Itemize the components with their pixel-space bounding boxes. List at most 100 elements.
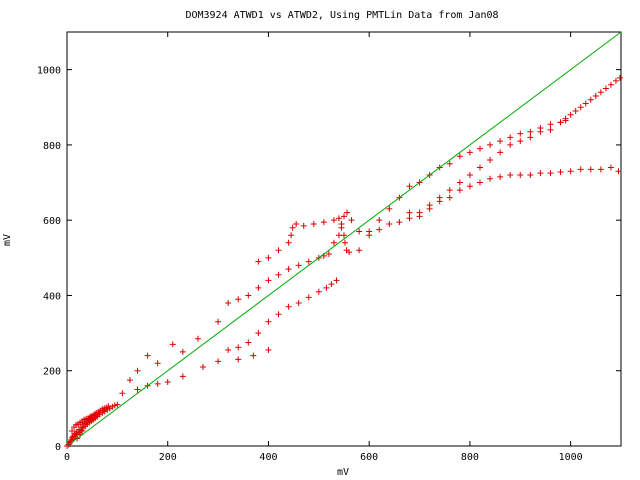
data-point	[497, 138, 504, 145]
data-point	[487, 175, 494, 182]
data-point	[597, 166, 604, 173]
data-point	[344, 209, 351, 216]
data-point	[406, 183, 413, 190]
data-point	[295, 262, 302, 269]
data-point	[356, 228, 363, 235]
data-point	[328, 281, 335, 288]
data-point	[557, 169, 564, 176]
data-point	[547, 170, 554, 177]
data-point	[154, 380, 161, 387]
data-point	[446, 194, 453, 201]
data-point	[577, 104, 584, 111]
data-point	[497, 173, 504, 180]
x-tick-label: 200	[159, 452, 177, 463]
data-point	[376, 217, 383, 224]
data-point	[154, 360, 161, 367]
data-point	[88, 414, 95, 421]
data-point	[245, 339, 252, 346]
data-point	[119, 390, 126, 397]
data-point	[592, 92, 599, 99]
data-point	[169, 341, 176, 348]
data-point	[245, 292, 252, 299]
x-tick-label: 400	[259, 452, 277, 463]
data-point	[179, 373, 186, 380]
data-point	[615, 168, 622, 175]
data-point	[215, 358, 222, 365]
data-point	[179, 348, 186, 355]
x-tick-label: 0	[64, 452, 70, 463]
data-point	[300, 222, 307, 229]
x-tick-label: 800	[461, 452, 479, 463]
data-point	[537, 128, 544, 135]
data-point	[342, 239, 349, 246]
data-point	[285, 303, 292, 310]
data-point	[607, 164, 614, 171]
data-point	[567, 168, 574, 175]
data-point	[386, 205, 393, 212]
data-point	[616, 74, 623, 81]
data-point	[582, 100, 589, 107]
data-point	[466, 172, 473, 179]
data-point	[305, 258, 312, 265]
data-point	[607, 81, 614, 88]
data-point	[255, 284, 262, 291]
data-point	[215, 318, 222, 325]
y-tick-label: 200	[43, 367, 61, 378]
data-marks	[64, 31, 623, 449]
data-point	[547, 126, 554, 133]
data-point	[335, 215, 342, 222]
data-point	[376, 226, 383, 233]
data-point	[577, 166, 584, 173]
data-point	[341, 232, 347, 239]
data-point	[199, 363, 206, 370]
y-tick-label: 1000	[37, 66, 61, 77]
data-point	[456, 179, 463, 186]
data-point	[293, 220, 300, 227]
data-point	[366, 228, 373, 235]
data-point	[225, 347, 232, 354]
data-point	[587, 166, 594, 173]
data-point	[265, 318, 272, 325]
data-point	[82, 421, 89, 428]
data-point	[100, 407, 107, 414]
data-point	[446, 160, 453, 167]
data-point	[602, 85, 609, 92]
data-point	[289, 224, 296, 231]
data-point	[406, 215, 413, 222]
data-point	[466, 183, 473, 190]
data-point	[341, 213, 347, 220]
data-point	[587, 96, 594, 103]
y-axis-label: mV	[2, 234, 13, 246]
data-point	[265, 277, 272, 284]
data-point	[265, 254, 272, 261]
data-point	[330, 239, 337, 246]
data-point	[476, 145, 483, 152]
data-point	[456, 187, 463, 194]
data-point	[527, 128, 534, 135]
data-point	[275, 247, 282, 254]
data-point	[285, 266, 292, 273]
data-point	[164, 379, 171, 386]
data-point	[396, 219, 403, 226]
data-point	[517, 130, 524, 137]
data-point	[612, 77, 619, 84]
data-point	[487, 141, 494, 148]
plot-frame	[66, 31, 622, 447]
data-point	[235, 356, 242, 363]
data-point	[597, 89, 604, 96]
data-point	[310, 220, 317, 227]
data-point	[105, 403, 112, 410]
data-point	[527, 134, 534, 141]
data-point	[333, 277, 340, 284]
data-point	[497, 149, 504, 156]
data-point	[348, 217, 355, 224]
data-point	[547, 121, 554, 128]
data-point	[134, 367, 141, 374]
data-point	[557, 119, 564, 126]
data-point	[446, 187, 453, 194]
data-point	[134, 386, 141, 393]
y-tick-label: 600	[43, 216, 61, 227]
y-tick-label: 0	[55, 442, 61, 453]
data-point	[235, 296, 242, 303]
data-point	[507, 141, 514, 148]
